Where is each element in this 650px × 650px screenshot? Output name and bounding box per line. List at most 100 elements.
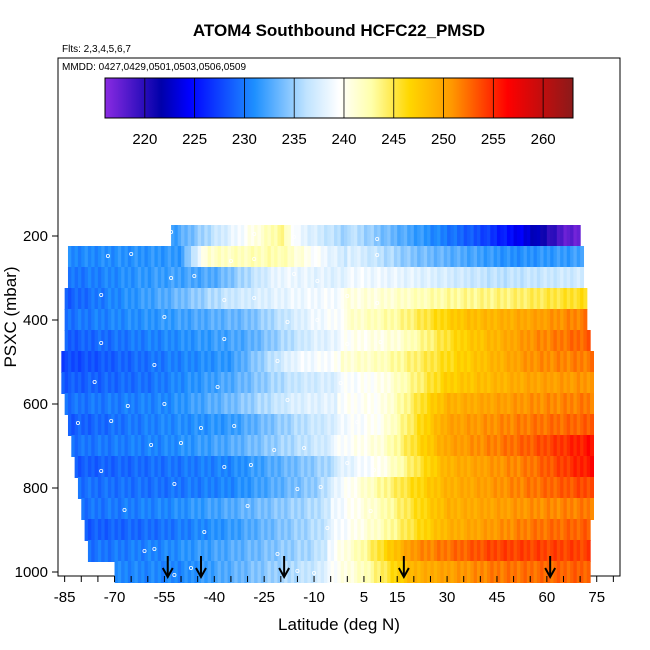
- heatmap-cell: [141, 435, 146, 457]
- heatmap-cell: [280, 519, 285, 541]
- heatmap-cell: [200, 519, 205, 541]
- sample-point: [252, 256, 257, 261]
- heatmap-cell: [104, 351, 109, 373]
- heatmap-cell: [277, 225, 282, 247]
- heatmap-cell: [234, 561, 239, 583]
- heatmap-cell: [530, 435, 535, 457]
- heatmap-cell: [496, 330, 501, 352]
- heatmap-cell: [297, 477, 302, 499]
- heatmap-cell: [463, 519, 468, 541]
- heatmap-cell: [284, 435, 289, 457]
- heatmap-cell: [363, 519, 368, 541]
- heatmap-cell: [224, 519, 229, 541]
- heatmap-cell: [121, 267, 126, 289]
- heatmap-cell: [101, 288, 106, 310]
- heatmap-cell: [563, 498, 568, 520]
- heatmap-cell: [244, 540, 249, 562]
- heatmap-cell: [324, 540, 328, 562]
- heatmap-cell: [300, 456, 305, 478]
- heatmap-cell: [510, 309, 515, 331]
- heatmap-cell: [174, 456, 179, 478]
- heatmap-cell: [247, 435, 252, 457]
- heatmap-cell: [161, 288, 166, 310]
- heatmap-cell: [181, 372, 185, 394]
- heatmap-cell: [347, 330, 352, 352]
- heatmap-cell: [407, 351, 412, 373]
- heatmap-cell: [131, 456, 136, 478]
- heatmap-cell: [540, 330, 545, 352]
- heatmap-cell: [443, 372, 448, 394]
- heatmap-cell: [347, 351, 352, 373]
- heatmap-cell: [297, 435, 302, 457]
- heatmap-cell: [227, 498, 232, 520]
- heatmap-cell: [224, 414, 229, 436]
- heatmap-cell: [367, 393, 372, 415]
- heatmap-cell: [97, 435, 102, 457]
- heatmap-cell: [260, 540, 265, 562]
- heatmap-cell: [516, 456, 521, 478]
- heatmap-cell: [523, 372, 528, 394]
- heatmap-cell: [556, 393, 561, 415]
- heatmap-cell: [510, 267, 515, 289]
- heatmap-cell: [114, 351, 119, 373]
- heatmap-cell: [137, 414, 142, 436]
- heatmap-cell: [287, 519, 292, 541]
- heatmap-row: [71, 435, 594, 457]
- heatmap-cell: [463, 309, 468, 331]
- heatmap-cell: [430, 456, 435, 478]
- heatmap-cell: [121, 519, 126, 541]
- heatmap-cell: [314, 246, 318, 268]
- heatmap-cell: [407, 225, 412, 247]
- heatmap-cell: [566, 267, 571, 289]
- heatmap-cell: [327, 519, 332, 541]
- heatmap-cell: [447, 540, 452, 562]
- heatmap-cell: [443, 456, 448, 478]
- heatmap-cell: [373, 477, 378, 499]
- heatmap-cell: [290, 477, 295, 499]
- heatmap-cell: [390, 435, 395, 457]
- colorbar-tick-label: 220: [132, 131, 157, 148]
- heatmap-cell: [553, 456, 558, 478]
- heatmap-cell: [503, 393, 508, 415]
- heatmap-cell: [417, 519, 422, 541]
- heatmap-cell: [181, 351, 185, 373]
- heatmap-cell: [127, 309, 132, 331]
- heatmap-cell: [437, 519, 442, 541]
- heatmap-cell: [127, 498, 132, 520]
- heatmap-cell: [267, 477, 272, 499]
- heatmap-cell: [97, 309, 102, 331]
- heatmap-cell: [480, 540, 485, 562]
- heatmap-cell: [214, 246, 219, 268]
- heatmap-cell: [457, 477, 461, 499]
- sample-point: [275, 552, 280, 557]
- heatmap-row: [84, 519, 591, 541]
- heatmap-cell: [486, 225, 491, 247]
- heatmap-cell: [164, 456, 169, 478]
- heatmap-cell: [447, 330, 452, 352]
- colorbar: [104, 77, 574, 119]
- heatmap-cell: [197, 477, 202, 499]
- heatmap-cell: [237, 309, 242, 331]
- heatmap-cell: [320, 372, 325, 394]
- heatmap-cell: [550, 519, 555, 541]
- heatmap-cell: [393, 498, 398, 520]
- heatmap-cell: [560, 414, 565, 436]
- heatmap-cell: [477, 351, 481, 373]
- heatmap-cell: [337, 225, 342, 247]
- heatmap-cell: [284, 309, 289, 331]
- heatmap-cell: [463, 246, 468, 268]
- heatmap-cell: [330, 309, 335, 331]
- heatmap-cell: [117, 309, 122, 331]
- heatmap-cell: [583, 435, 588, 457]
- heatmap-cell: [583, 414, 588, 436]
- heatmap-cell: [250, 498, 255, 520]
- heatmap-cell: [457, 351, 461, 373]
- heatmap-cell: [207, 393, 212, 415]
- heatmap-cell: [174, 267, 179, 289]
- heatmap-cell: [191, 330, 195, 352]
- heatmap-row: [114, 561, 591, 583]
- heatmap-cell: [350, 435, 355, 457]
- heatmap-cell: [147, 267, 152, 289]
- heatmap-cell: [467, 288, 471, 310]
- sample-point: [125, 403, 130, 408]
